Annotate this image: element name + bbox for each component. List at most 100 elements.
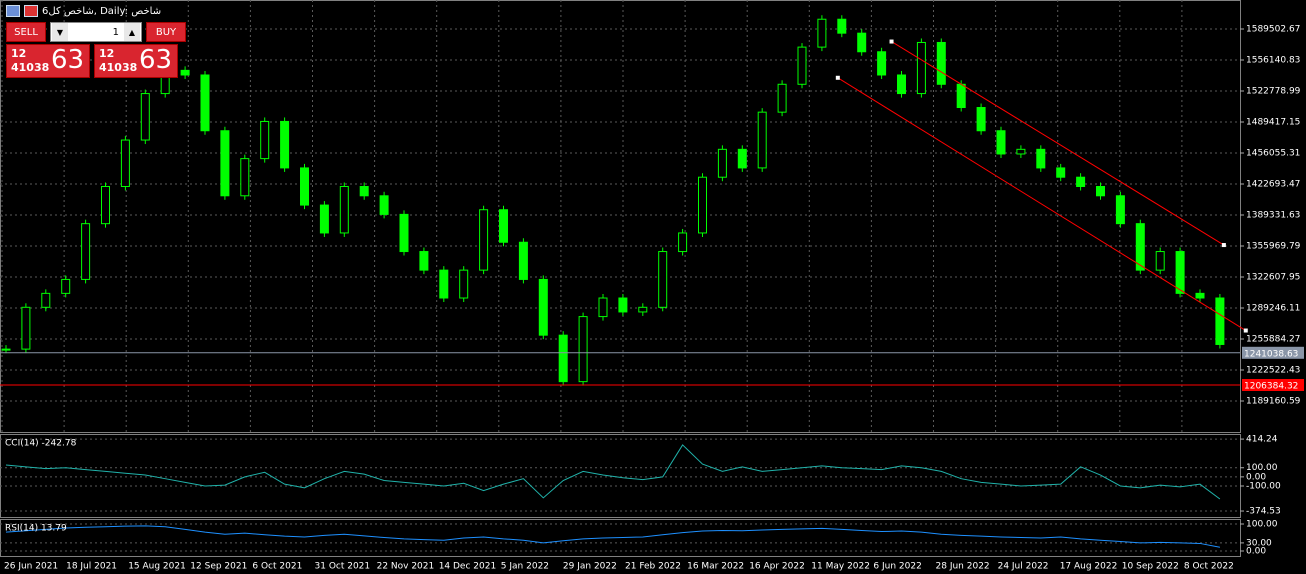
candle xyxy=(538,278,548,336)
candle xyxy=(1115,195,1125,225)
candle xyxy=(797,46,807,85)
x-tick-label: 8 Oct 2022 xyxy=(1184,562,1234,572)
candle xyxy=(1056,167,1066,178)
candle xyxy=(240,158,250,197)
candle xyxy=(280,120,290,169)
candle xyxy=(1016,148,1026,155)
candle xyxy=(41,292,51,308)
panel-frame xyxy=(0,434,1241,518)
sell-button[interactable]: SELL xyxy=(6,22,46,42)
x-tick-label: 16 Apr 2022 xyxy=(749,562,805,572)
candle xyxy=(1036,148,1046,169)
y-tick-label: 1189160.59 xyxy=(1246,397,1301,407)
buy-button[interactable]: BUY xyxy=(146,22,186,42)
y-tick-label: 1456055.31 xyxy=(1246,148,1300,158)
candle xyxy=(1096,185,1105,197)
y-tick-label: 414.24 xyxy=(1246,435,1278,445)
trendline-anchor xyxy=(835,75,840,80)
icon xyxy=(6,5,20,17)
buy-price[interactable]: 12 41038 63 xyxy=(94,44,178,78)
y-tick-label: -100.00 xyxy=(1246,481,1281,491)
candle xyxy=(459,269,469,299)
price-tag xyxy=(1242,346,1304,359)
x-tick-label: 17 Aug 2022 xyxy=(1060,562,1118,572)
candle xyxy=(1,348,11,351)
one-click-panel: SELL 1 ▼ ▲ BUY 12 41038 63 12 41038 63 xyxy=(6,22,186,80)
x-tick-label: 29 Jan 2022 xyxy=(563,562,617,572)
candle xyxy=(200,74,210,132)
candle xyxy=(897,74,906,95)
candle xyxy=(359,185,369,197)
y-tick-label: 1322607.95 xyxy=(1246,272,1300,282)
candle xyxy=(21,306,31,350)
candle xyxy=(717,148,727,178)
candle xyxy=(857,32,867,53)
price-pips: 63 xyxy=(139,45,173,75)
price-mid: 41038 xyxy=(99,61,138,74)
x-tick-label: 22 Nov 2021 xyxy=(377,562,435,572)
candle xyxy=(976,107,986,132)
candle xyxy=(81,223,91,280)
price-big: 12 xyxy=(11,47,27,60)
y-tick-label: 100.00 xyxy=(1246,463,1278,473)
x-tick-label: 5 Jan 2022 xyxy=(501,562,549,572)
y-tick-label: 1489417.15 xyxy=(1246,117,1300,127)
x-tick-label: 26 Jun 2021 xyxy=(4,562,58,572)
indicator-line xyxy=(5,444,1221,500)
y-tick-label: 0.00 xyxy=(1246,472,1266,482)
x-tick-label: 11 May 2022 xyxy=(811,562,870,572)
price-tag-label: 1206384.32 xyxy=(1244,381,1298,391)
x-tick-label: 6 Jun 2022 xyxy=(873,562,921,572)
icon xyxy=(24,5,38,17)
candle xyxy=(140,93,150,141)
candle xyxy=(399,213,409,253)
candle xyxy=(996,130,1006,155)
decrease[interactable]: ▼ xyxy=(52,23,68,41)
chart-title: شاخص کل6, Daily: شاخص xyxy=(42,5,162,17)
y-tick-label: 1422693.47 xyxy=(1246,179,1300,189)
y-tick-label: 1289246.11 xyxy=(1246,303,1300,313)
panel-frame xyxy=(0,519,1241,557)
y-tick-label: 1355969.79 xyxy=(1246,241,1301,251)
candle xyxy=(678,232,688,253)
candle xyxy=(618,297,628,313)
candle xyxy=(956,83,966,109)
candle xyxy=(1135,223,1145,271)
candle xyxy=(260,120,270,160)
candle xyxy=(1076,176,1086,187)
price-tag xyxy=(1242,378,1304,391)
price-pips: 63 xyxy=(51,45,85,75)
candle xyxy=(101,185,110,225)
candle xyxy=(518,241,528,280)
x-tick-label: 12 Sep 2021 xyxy=(190,562,247,572)
indicator-title: RSI(14) 13.79 xyxy=(5,524,67,534)
candle xyxy=(439,269,449,299)
x-tick-label: 21 Feb 2022 xyxy=(625,562,681,572)
candle xyxy=(300,167,309,206)
x-tick-label: 6 Oct 2021 xyxy=(252,562,302,572)
y-tick-label: 1589502.67 xyxy=(1246,24,1300,34)
sell-price[interactable]: 12 41038 63 xyxy=(6,44,90,78)
candle xyxy=(1215,297,1225,345)
candle xyxy=(61,278,71,294)
candle xyxy=(319,204,329,234)
x-tick-label: 24 Jul 2022 xyxy=(998,562,1049,572)
candle xyxy=(1175,251,1185,294)
candle xyxy=(877,51,887,76)
y-tick-label: 30.00 xyxy=(1246,538,1272,548)
candle xyxy=(479,209,489,271)
increase[interactable]: ▲ xyxy=(124,23,140,41)
candle xyxy=(419,251,429,271)
y-tick-label: 1556140.83 xyxy=(1246,55,1300,65)
indicator-line xyxy=(5,525,1220,548)
candle xyxy=(837,18,847,34)
price-tag-label: 1241038.63 xyxy=(1244,349,1298,359)
x-tick-label: 14 Dec 2021 xyxy=(439,562,497,572)
indicator-title: CCI(14) -242.78 xyxy=(5,439,77,449)
candle xyxy=(916,41,926,95)
volume-input[interactable]: 1 xyxy=(50,22,142,42)
x-tick-label: 16 Mar 2022 xyxy=(687,562,744,572)
y-tick-label: 1389331.63 xyxy=(1246,210,1300,220)
